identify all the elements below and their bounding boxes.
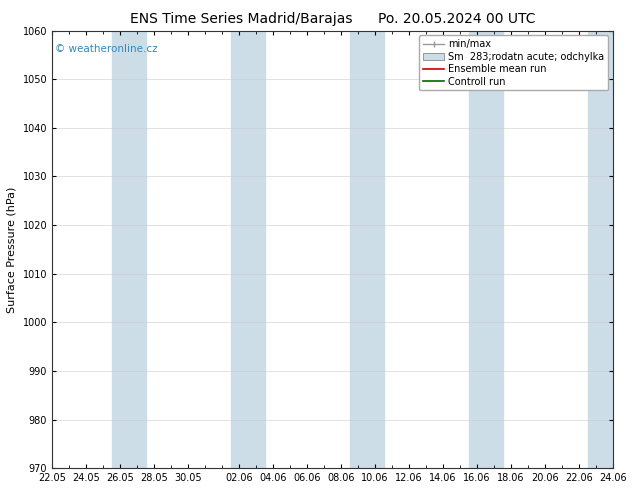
Legend: min/max, Sm  283;rodatn acute; odchylka, Ensemble mean run, Controll run: min/max, Sm 283;rodatn acute; odchylka, … bbox=[419, 35, 609, 91]
Bar bbox=[588, 30, 622, 468]
Text: © weatheronline.cz: © weatheronline.cz bbox=[55, 44, 157, 54]
Text: Po. 20.05.2024 00 UTC: Po. 20.05.2024 00 UTC bbox=[378, 12, 535, 26]
Bar bbox=[469, 30, 503, 468]
Y-axis label: Surface Pressure (hPa): Surface Pressure (hPa) bbox=[7, 186, 17, 313]
Text: ENS Time Series Madrid/Barajas: ENS Time Series Madrid/Barajas bbox=[130, 12, 352, 26]
Bar bbox=[112, 30, 146, 468]
Bar bbox=[349, 30, 384, 468]
Bar bbox=[231, 30, 264, 468]
